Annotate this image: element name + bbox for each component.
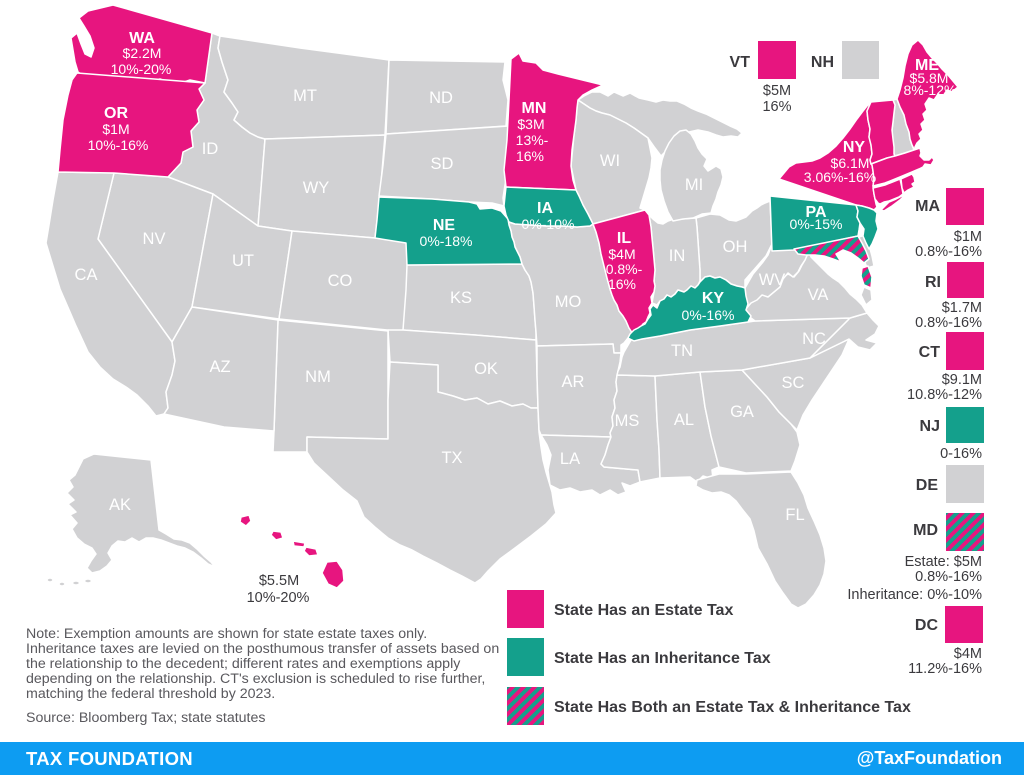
svg-text:CA: CA <box>75 266 98 284</box>
svg-text:$5.5M: $5.5M <box>259 573 299 589</box>
svg-text:$5.8M: $5.8M <box>910 70 949 86</box>
svg-text:NH: NH <box>811 54 834 71</box>
svg-text:16%: 16% <box>608 276 636 292</box>
svg-text:MD: MD <box>913 522 938 539</box>
svg-text:WY: WY <box>303 179 330 197</box>
svg-text:0%-18%: 0%-18% <box>420 233 473 249</box>
svg-text:$1M: $1M <box>102 121 129 137</box>
svg-text:DC: DC <box>915 617 939 634</box>
svg-text:$1.7M: $1.7M <box>942 300 982 316</box>
svg-text:AZ: AZ <box>209 358 230 376</box>
svg-text:WI: WI <box>600 152 620 170</box>
svg-text:MI: MI <box>685 176 703 194</box>
svg-text:$3M: $3M <box>517 116 544 132</box>
svg-text:OR: OR <box>104 105 128 122</box>
svg-text:WA: WA <box>129 30 155 47</box>
svg-text:0%-16%: 0%-16% <box>682 307 735 323</box>
svg-text:TN: TN <box>671 342 693 360</box>
svg-text:13%-: 13%- <box>516 132 549 148</box>
svg-text:IA: IA <box>537 200 553 217</box>
svg-text:SC: SC <box>782 374 805 392</box>
svg-text:NV: NV <box>143 230 166 248</box>
svg-text:16%: 16% <box>516 148 544 164</box>
svg-text:VA: VA <box>808 286 829 304</box>
svg-text:KY: KY <box>702 290 725 307</box>
svg-text:CT: CT <box>919 344 941 361</box>
svg-text:0%-15%: 0%-15% <box>790 216 843 232</box>
svg-text:TX: TX <box>441 449 462 467</box>
svg-text:KS: KS <box>450 289 472 307</box>
svg-text:$2.2M: $2.2M <box>123 45 162 61</box>
svg-text:10%-20%: 10%-20% <box>111 61 172 77</box>
svg-text:DE: DE <box>916 477 939 494</box>
svg-text:OH: OH <box>723 238 748 256</box>
svg-text:10.8%-12%: 10.8%-12% <box>907 387 982 403</box>
svg-text:0.8%-16%: 0.8%-16% <box>915 569 982 585</box>
svg-text:ID: ID <box>202 140 219 158</box>
svg-text:IL: IL <box>617 230 631 247</box>
svg-text:$4M: $4M <box>608 246 635 262</box>
svg-text:SD: SD <box>431 155 454 173</box>
svg-text:NE: NE <box>433 217 456 234</box>
svg-text:$5M: $5M <box>763 83 791 99</box>
svg-text:AL: AL <box>674 411 694 429</box>
svg-text:$1M: $1M <box>954 229 982 245</box>
svg-text:$4M: $4M <box>954 646 982 662</box>
svg-text:10%-20%: 10%-20% <box>247 590 310 606</box>
svg-text:WV: WV <box>759 271 786 289</box>
svg-text:MA: MA <box>915 198 940 215</box>
svg-text:Estate: $5M: Estate: $5M <box>905 554 982 570</box>
svg-text:$9.1M: $9.1M <box>942 372 982 388</box>
svg-text:GA: GA <box>730 403 754 421</box>
svg-text:MO: MO <box>555 293 582 311</box>
svg-text:NJ: NJ <box>920 418 940 435</box>
svg-text:ND: ND <box>429 89 453 107</box>
svg-text:FL: FL <box>785 506 804 524</box>
svg-text:0.8%-16%: 0.8%-16% <box>915 244 982 260</box>
svg-text:0.8%-16%: 0.8%-16% <box>915 315 982 331</box>
svg-text:RI: RI <box>925 274 941 291</box>
svg-text:IN: IN <box>669 247 686 265</box>
svg-text:State Has Both an Estate Tax &: State Has Both an Estate Tax & Inheritan… <box>554 699 911 716</box>
svg-text:8%-12%: 8%-12% <box>904 82 957 98</box>
svg-text:NC: NC <box>802 330 826 348</box>
svg-text:MS: MS <box>615 412 640 430</box>
svg-text:0.8%-: 0.8%- <box>606 261 643 277</box>
svg-text:PA: PA <box>805 204 826 221</box>
svg-text:MT: MT <box>293 87 317 105</box>
svg-text:0-16%: 0-16% <box>940 446 982 462</box>
svg-text:AK: AK <box>109 496 131 514</box>
svg-text:10%-16%: 10%-16% <box>88 137 149 153</box>
svg-text:16%: 16% <box>762 99 791 115</box>
svg-text:VT: VT <box>730 54 751 71</box>
svg-text:3.06%-16%: 3.06%-16% <box>804 169 876 185</box>
svg-text:0%-10%: 0%-10% <box>522 216 575 232</box>
svg-text:$6.1M: $6.1M <box>831 155 870 171</box>
svg-text:MN: MN <box>522 100 547 117</box>
svg-text:AR: AR <box>562 373 585 391</box>
svg-text:LA: LA <box>560 450 580 468</box>
svg-text:NM: NM <box>305 368 331 386</box>
svg-text:State Has an Estate Tax: State Has an Estate Tax <box>554 602 733 619</box>
svg-text:OK: OK <box>474 360 498 378</box>
svg-text:ME: ME <box>915 57 939 74</box>
svg-text:NY: NY <box>843 139 866 156</box>
svg-text:State Has an Inheritance Tax: State Has an Inheritance Tax <box>554 650 771 667</box>
svg-text:CO: CO <box>328 272 353 290</box>
svg-text:Inheritance: 0%-10%: Inheritance: 0%-10% <box>847 587 982 603</box>
svg-text:UT: UT <box>232 252 254 270</box>
svg-text:11.2%-16%: 11.2%-16% <box>908 661 982 677</box>
